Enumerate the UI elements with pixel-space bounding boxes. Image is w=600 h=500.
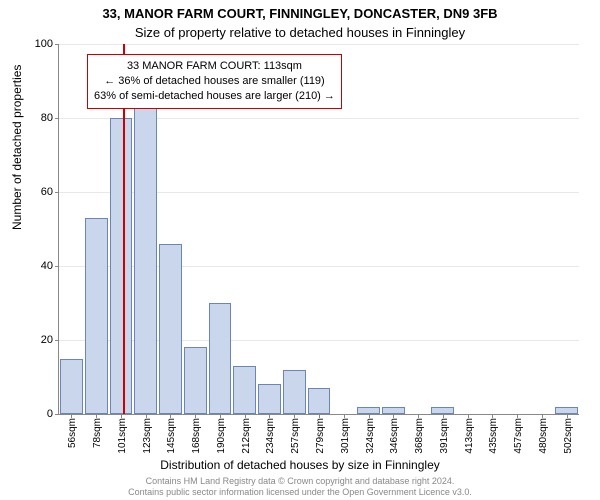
bar (233, 366, 256, 414)
bar (308, 388, 331, 414)
bar (209, 303, 232, 414)
x-axis-title: Distribution of detached houses by size … (0, 458, 600, 472)
ytick-mark (55, 44, 59, 45)
xtick-label: 56sqm (67, 418, 78, 448)
xtick-label: 368sqm (414, 418, 425, 454)
xtick-label: 435sqm (488, 418, 499, 454)
bar (555, 407, 578, 414)
bar (110, 118, 133, 414)
xtick-label: 78sqm (92, 418, 103, 448)
chart-container: 33, MANOR FARM COURT, FINNINGLEY, DONCAS… (0, 0, 600, 500)
y-axis-title: Number of detached properties (10, 65, 24, 230)
ytick-label: 80 (41, 112, 53, 124)
bar (357, 407, 380, 414)
ytick-mark (55, 266, 59, 267)
xtick-label: 301sqm (340, 418, 351, 454)
gridline (59, 44, 579, 45)
ytick-label: 60 (41, 186, 53, 198)
xtick-label: 346sqm (389, 418, 400, 454)
xtick-label: 324sqm (365, 418, 376, 454)
xtick-label: 190sqm (216, 418, 227, 454)
ytick-label: 20 (41, 334, 53, 346)
annotation-box: 33 MANOR FARM COURT: 113sqm← 36% of deta… (87, 54, 342, 109)
annotation-line: 33 MANOR FARM COURT: 113sqm (94, 59, 335, 74)
annotation-line: ← 36% of detached houses are smaller (11… (94, 74, 335, 89)
xtick-label: 101sqm (117, 418, 128, 454)
xtick-label: 212sqm (241, 418, 252, 454)
xtick-label: 234sqm (265, 418, 276, 454)
xtick-label: 502sqm (563, 418, 574, 454)
xtick-label: 279sqm (315, 418, 326, 454)
xtick-label: 457sqm (513, 418, 524, 454)
bar (184, 347, 207, 414)
xtick-label: 145sqm (166, 418, 177, 454)
ytick-mark (55, 192, 59, 193)
chart-title: 33, MANOR FARM COURT, FINNINGLEY, DONCAS… (0, 0, 600, 23)
ytick-label: 40 (41, 260, 53, 272)
footer-line: Contains public sector information licen… (0, 487, 600, 498)
xtick-label: 480sqm (538, 418, 549, 454)
xtick-label: 257sqm (290, 418, 301, 454)
footer-line: Contains HM Land Registry data © Crown c… (0, 476, 600, 487)
ytick-mark (55, 340, 59, 341)
bar (283, 370, 306, 414)
annotation-line: 63% of semi-detached houses are larger (… (94, 89, 335, 104)
ytick-label: 100 (35, 38, 53, 50)
bar (258, 384, 281, 414)
ytick-mark (55, 118, 59, 119)
xtick-label: 391sqm (439, 418, 450, 454)
bar (134, 100, 157, 415)
bar (159, 244, 182, 414)
xtick-label: 123sqm (142, 418, 153, 454)
xtick-label: 168sqm (191, 418, 202, 454)
footer-attribution: Contains HM Land Registry data © Crown c… (0, 476, 600, 499)
xtick-label: 413sqm (464, 418, 475, 454)
bar (431, 407, 454, 414)
ytick-label: 0 (47, 408, 53, 420)
bar (85, 218, 108, 414)
ytick-mark (55, 414, 59, 415)
plot-area: 02040608010056sqm78sqm101sqm123sqm145sqm… (58, 44, 579, 415)
chart-subtitle: Size of property relative to detached ho… (0, 23, 600, 40)
bar (60, 359, 83, 415)
bar (382, 407, 405, 414)
